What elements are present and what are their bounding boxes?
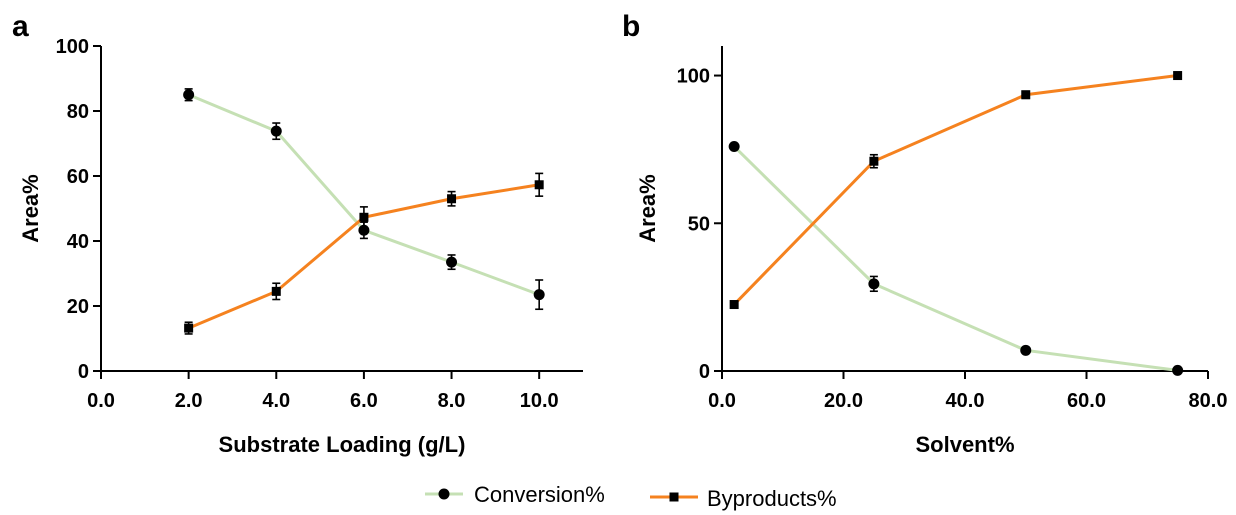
- legend-marker-conversion: [438, 488, 450, 500]
- x-tick-label: 80.0: [1189, 390, 1228, 412]
- series-line-conversion: [733, 145, 1178, 372]
- x-tick-label: 20.0: [824, 390, 863, 412]
- data-point-byproducts: [869, 156, 879, 166]
- data-point-conversion: [1020, 344, 1032, 356]
- series-conversion: [183, 88, 545, 311]
- series-byproducts: [729, 71, 1183, 310]
- y-tick-label: 100: [56, 36, 89, 58]
- data-point-byproducts: [534, 180, 544, 190]
- legend-label-byproducts: Byproducts%: [707, 486, 837, 511]
- series-conversion: [728, 140, 1184, 376]
- data-point-conversion: [728, 140, 740, 152]
- x-tick-label: 10.0: [520, 390, 559, 412]
- x-tick-label: 0.0: [87, 390, 115, 412]
- x-tick-label: 40.0: [946, 390, 985, 412]
- x-axis-title: Solvent%: [915, 432, 1014, 457]
- chart-panel-b: b 0 50 100 0.0 20.0 40.0 60.0 80.0 Area% Solvent%: [622, 10, 1227, 457]
- y-tick-label: 100: [677, 66, 710, 88]
- data-point-byproducts: [359, 212, 369, 222]
- x-tick-label: 8.0: [438, 390, 466, 412]
- x-tick-label: 6.0: [350, 390, 378, 412]
- data-point-conversion: [533, 289, 545, 301]
- y-axis-title: Area%: [18, 174, 43, 242]
- series-byproducts: [184, 172, 544, 335]
- series-line-conversion: [188, 93, 540, 297]
- data-point-conversion: [183, 89, 195, 101]
- x-tick-label: 0.0: [708, 390, 736, 412]
- y-tick-label: 60: [67, 166, 89, 188]
- x-tick-label: 4.0: [262, 390, 290, 412]
- y-tick-label: 40: [67, 231, 89, 253]
- data-point-conversion: [270, 125, 282, 137]
- legend-label-conversion: Conversion%: [474, 482, 605, 507]
- x-axis-title: Substrate Loading (g/L): [219, 432, 466, 457]
- series-line-byproducts: [733, 74, 1178, 306]
- chart-panel-a: a 0 20 40 60 80 100 0.0 2.0 4.0 6.0 8.0 10.0 Area% Sub…: [12, 10, 583, 457]
- y-tick-label: 20: [67, 296, 89, 318]
- y-tick-label: 0: [699, 361, 710, 383]
- data-point-byproducts: [184, 323, 194, 333]
- data-point-byproducts: [729, 300, 739, 310]
- panel-label: a: [12, 10, 29, 43]
- data-point-byproducts: [1021, 90, 1031, 100]
- legend: Conversion% Byproducts%: [425, 482, 837, 511]
- y-tick-label: 0: [78, 361, 89, 383]
- data-point-byproducts: [1173, 71, 1183, 81]
- y-tick-label: 50: [688, 213, 710, 235]
- x-tick-label: 2.0: [175, 390, 203, 412]
- data-point-byproducts: [271, 286, 281, 296]
- panel-label: b: [622, 10, 640, 43]
- legend-marker-byproducts: [669, 492, 679, 502]
- data-point-byproducts: [447, 194, 457, 204]
- y-tick-label: 80: [67, 101, 89, 123]
- x-tick-label: 60.0: [1067, 390, 1106, 412]
- y-axis-title: Area%: [635, 174, 660, 242]
- data-point-conversion: [446, 256, 458, 268]
- data-point-conversion: [868, 278, 880, 290]
- data-point-conversion: [1172, 364, 1184, 376]
